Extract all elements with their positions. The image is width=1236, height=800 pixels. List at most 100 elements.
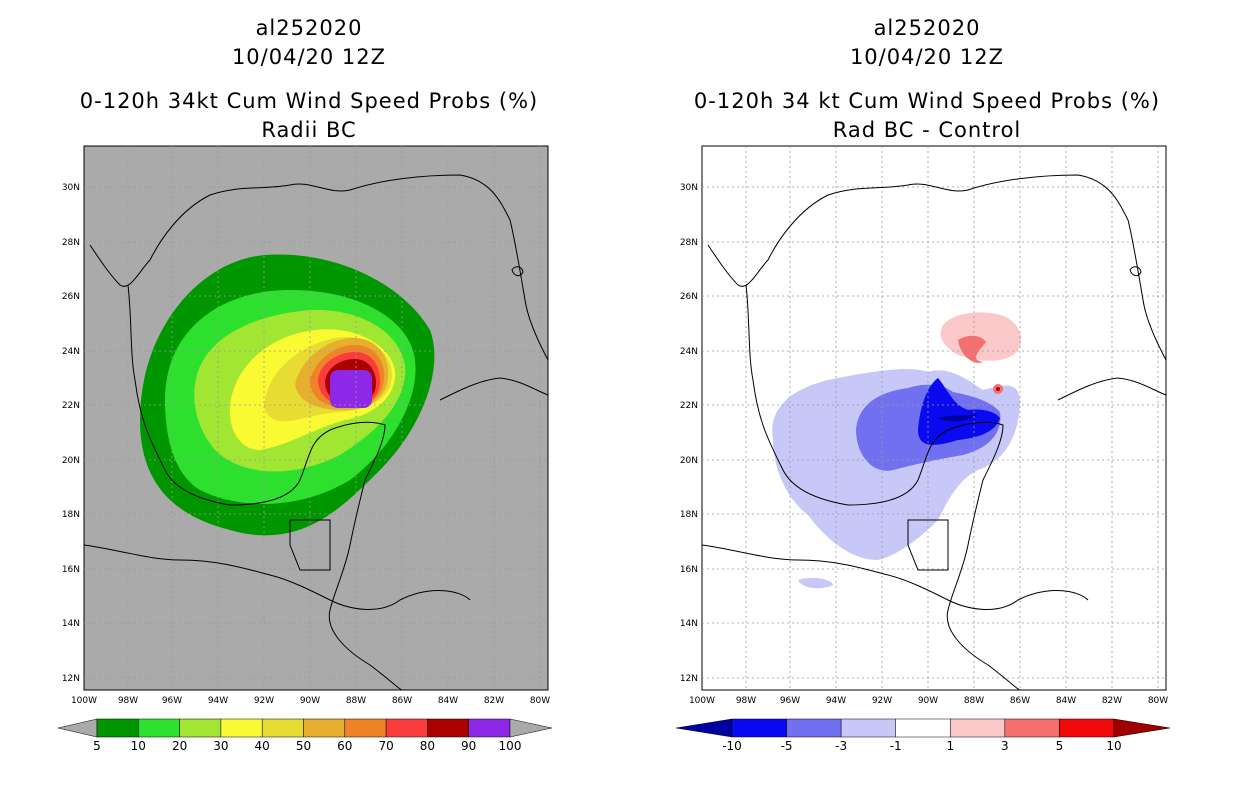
lon-label: 90W [300, 696, 320, 706]
lat-label: 22N [680, 401, 698, 411]
lon-label: 82W [484, 696, 504, 706]
colorbar-cell [731, 718, 787, 738]
lon-label: 80W [1148, 696, 1168, 706]
lat-label: 28N [680, 238, 698, 248]
coastline [83, 174, 549, 691]
colorbar-label: 1 [946, 739, 954, 753]
lon-label: 98W [736, 696, 756, 706]
colorbar-cell [950, 718, 1006, 738]
lon-axis-labels: 100W 98W 96W 94W 92W 90W 88W 86W 84W 82W… [689, 696, 1168, 706]
lon-label: 88W [346, 696, 366, 706]
colorbar-cell [344, 718, 387, 738]
lat-label: 30N [62, 183, 80, 193]
colorbar-lower-arrow [57, 718, 98, 738]
colorbar-cell [96, 718, 139, 738]
lon-axis-labels: 100W 98W 96W 94W 92W 90W 88W 86W 84W 82W… [71, 696, 550, 706]
colorbar-label: 90 [461, 739, 476, 753]
lat-label: 24N [680, 347, 698, 357]
lat-lon-grid [84, 146, 548, 690]
coastline [701, 174, 1167, 691]
colorbar-label: 5 [1056, 739, 1064, 753]
left-subtitle: Radii BC [261, 118, 357, 142]
right-product-title: 0-120h 34 kt Cum Wind Speed Probs (%) [693, 89, 1161, 113]
right-subtitle: Rad BC - Control [832, 118, 1022, 142]
right-map-frame: 30N 28N 26N 24N 22N 20N 18N 16N 14N 12N … [680, 145, 1168, 706]
colorbar-cell [786, 718, 842, 738]
lat-label: 26N [62, 292, 80, 302]
lat-axis-labels: 30N 28N 26N 24N 22N 20N 18N 16N 14N 12N [62, 183, 80, 684]
lat-label: 12N [62, 674, 80, 684]
lon-label: 86W [392, 696, 412, 706]
lon-label: 92W [872, 696, 892, 706]
lat-label: 20N [680, 456, 698, 466]
colorbar-label: -3 [835, 739, 847, 753]
lon-label: 88W [964, 696, 984, 706]
left-map-frame: 30N 28N 26N 24N 22N 20N 18N 16N 14N 12N … [62, 145, 550, 706]
colorbar-label: 60 [337, 739, 352, 753]
colorbar-cell [179, 718, 222, 738]
colorbar-label: 40 [255, 739, 270, 753]
lat-label: 20N [62, 456, 80, 466]
colorbar-label: -5 [781, 739, 793, 753]
lon-label: 94W [826, 696, 846, 706]
lat-label: 14N [62, 619, 80, 629]
lon-label: 84W [438, 696, 458, 706]
colorbar-label: 10 [1106, 739, 1121, 753]
lon-label: 96W [162, 696, 182, 706]
colorbar-label: 3 [1001, 739, 1009, 753]
left-storm-id: al252020 [255, 16, 363, 40]
colorbar-cell [427, 718, 469, 738]
lon-label: 82W [1102, 696, 1122, 706]
colorbar-cell [385, 718, 428, 738]
left-panel: al252020 10/04/20 12Z 0-120h 34kt Cum Wi… [57, 16, 553, 753]
lat-label: 24N [62, 347, 80, 357]
lon-label: 100W [71, 696, 97, 706]
lon-label: 100W [689, 696, 715, 706]
colorbar-upper-arrow [509, 718, 553, 738]
lat-label: 26N [680, 292, 698, 302]
lat-label: 18N [680, 510, 698, 520]
colorbar-label: 30 [213, 739, 228, 753]
colorbar-cell [840, 718, 896, 738]
colorbar-lower-arrow [675, 718, 733, 738]
colorbar-cell [1004, 718, 1060, 738]
lon-label: 86W [1010, 696, 1030, 706]
right-map: 30N 28N 26N 24N 22N 20N 18N 16N 14N 12N … [675, 145, 1171, 753]
lon-label: 90W [918, 696, 938, 706]
lat-label: 14N [680, 619, 698, 629]
left-colorbar: 5 10 20 30 40 50 60 70 80 90 100 [57, 718, 553, 753]
lon-label: 84W [1056, 696, 1076, 706]
lat-axis-labels: 30N 28N 26N 24N 22N 20N 18N 16N 14N 12N [680, 183, 698, 684]
right-storm-id: al252020 [873, 16, 981, 40]
right-datetime: 10/04/20 12Z [849, 45, 1005, 69]
colorbar-label: -1 [890, 739, 902, 753]
lat-label: 30N [680, 183, 698, 193]
colorbar-label: 20 [172, 739, 187, 753]
colorbar-cell [303, 718, 346, 738]
colorbar-cell [1059, 718, 1115, 738]
lat-label: 28N [62, 238, 80, 248]
right-panel: al252020 10/04/20 12Z 0-120h 34 kt Cum W… [618, 0, 1236, 800]
colorbar-cell [895, 718, 951, 738]
colorbar-cell [220, 718, 263, 738]
lat-label: 12N [680, 674, 698, 684]
colorbar-cell [138, 718, 180, 738]
colorbar-cell [468, 718, 511, 738]
lon-label: 96W [780, 696, 800, 706]
lon-label: 98W [118, 696, 138, 706]
lat-lon-grid [702, 146, 1166, 690]
right-colorbar: -10 -5 -3 -1 1 3 5 10 [675, 718, 1171, 753]
colorbar-label: 5 [93, 739, 101, 753]
colorbar-label: 50 [296, 739, 311, 753]
lon-label: 94W [208, 696, 228, 706]
colorbar-label: 70 [378, 739, 393, 753]
colorbar-upper-arrow [1113, 718, 1171, 738]
probability-field [140, 254, 435, 536]
colorbar-label: 100 [499, 739, 522, 753]
lon-label: 80W [530, 696, 550, 706]
lat-label: 22N [62, 401, 80, 411]
left-product-title: 0-120h 34kt Cum Wind Speed Probs (%) [79, 89, 539, 113]
left-datetime: 10/04/20 12Z [231, 45, 387, 69]
lat-label: 18N [62, 510, 80, 520]
colorbar-label: 10 [131, 739, 146, 753]
